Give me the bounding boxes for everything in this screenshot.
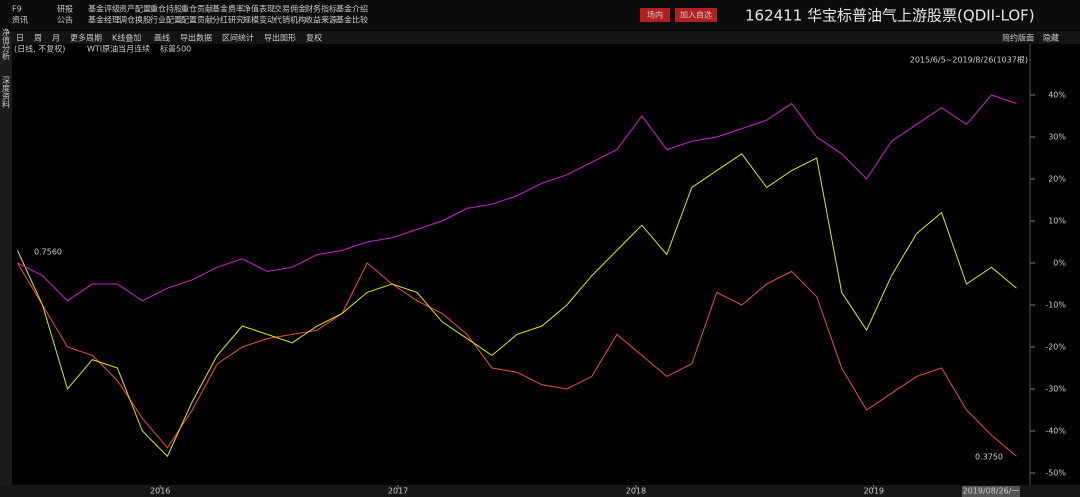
menu-item[interactable]: 基金费率 (212, 4, 244, 14)
menu-item[interactable]: 研报 (57, 4, 73, 14)
x-tick-label: 2016 (150, 487, 170, 496)
legend-entry: WTI原油当月连续 (87, 44, 150, 54)
menu-item[interactable]: 收益来源 (305, 15, 337, 25)
top-bar (0, 0, 1080, 30)
toolbar-item[interactable]: 导出数据 (180, 33, 212, 43)
button[interactable]: 场内 (647, 10, 663, 20)
range-label: 2015/6/5~2019/8/26(1037根) (910, 55, 1028, 65)
series-line (17, 262, 1017, 457)
x-tick-label: 2018 (626, 487, 646, 496)
menu-item[interactable]: 重仓持股 (150, 4, 182, 14)
x-axis-bar (0, 485, 1080, 497)
toolbar-item[interactable]: K线叠加 (112, 33, 141, 43)
toolbar-item[interactable]: 画线 (154, 33, 170, 43)
menu-item[interactable]: 调仓换股 (119, 15, 151, 25)
legend-entry: 标普500 (160, 44, 191, 54)
side-tab[interactable]: 净值分析 (2, 27, 11, 61)
toolbar-item[interactable]: 区间统计 (222, 33, 254, 43)
toolbar-item[interactable]: 更多周期 (70, 33, 102, 43)
x-tick-label: 2017 (388, 487, 408, 496)
menu-item[interactable]: 基金比较 (336, 15, 368, 25)
menu-item[interactable]: 财务指标 (305, 4, 337, 14)
y-tick-label: 30% (1048, 133, 1066, 142)
toolbar-item[interactable]: 复权 (306, 33, 322, 43)
menu-item[interactable]: 基金经理 (88, 15, 120, 25)
legend-entry: (日线, 不复权) (14, 44, 65, 54)
y-tick-label: 10% (1048, 217, 1066, 226)
menu-item[interactable]: 公告 (57, 15, 73, 25)
cursor-box (962, 486, 1020, 497)
toolbar-item[interactable]: 月 (52, 34, 60, 43)
toolbar-item[interactable]: 周 (34, 34, 42, 43)
cursor-date: 2019/08/26/一 (963, 487, 1020, 496)
y-tick-label: -50% (1045, 469, 1066, 478)
y-tick-label: 0% (1053, 259, 1066, 268)
y-tick-label: -10% (1045, 301, 1066, 310)
title: 162411 华宝标普油气上游股票(QDII-LOF) (745, 7, 1035, 25)
menu-item[interactable]: F9 (12, 5, 22, 14)
y-tick-label: 20% (1048, 175, 1066, 184)
side-bar (0, 31, 12, 497)
x-tick-label: 2019 (864, 487, 884, 496)
series-line (17, 153, 1017, 458)
menu-item[interactable]: 配置贡献 (181, 15, 213, 25)
menu-item[interactable]: 规模变动 (243, 15, 275, 25)
button[interactable]: 加入自选 (680, 10, 712, 20)
menu-item[interactable]: 资产配置 (119, 4, 151, 14)
toolbar-item[interactable]: 导出图形 (264, 33, 296, 43)
button-bg (640, 8, 670, 22)
toolbar-item[interactable]: 隐藏 (1043, 33, 1059, 43)
toolbar-item[interactable]: 简约版面 (1002, 33, 1034, 43)
menu-item[interactable]: 交易佣金 (274, 4, 306, 14)
y-tick-label: -30% (1045, 385, 1066, 394)
menu-item[interactable]: 基金评级 (88, 4, 120, 14)
side-tab[interactable]: 深度资料 (2, 76, 11, 109)
menu-item[interactable]: 净值表现 (243, 4, 275, 14)
y-tick-label: 40% (1048, 91, 1066, 100)
menu-item[interactable]: 行业配置 (150, 15, 182, 25)
y-tick-label: -20% (1045, 343, 1066, 352)
series-line (17, 94, 1017, 302)
button-bg (675, 8, 717, 22)
toolbar-item[interactable]: 日 (16, 34, 24, 43)
menu-item[interactable]: 基金介绍 (336, 4, 368, 14)
start-label: 0.7560 (34, 248, 62, 257)
end-label: 0.3750 (975, 453, 1003, 462)
menu-item[interactable]: 代销机构 (274, 15, 306, 25)
toolbar-bar (0, 31, 1080, 44)
menu-item[interactable]: 重仓贡献 (181, 4, 213, 14)
menu-item[interactable]: 资讯 (12, 15, 28, 25)
y-tick-label: -40% (1045, 427, 1066, 436)
menu-item[interactable]: 分红研究 (212, 15, 244, 25)
